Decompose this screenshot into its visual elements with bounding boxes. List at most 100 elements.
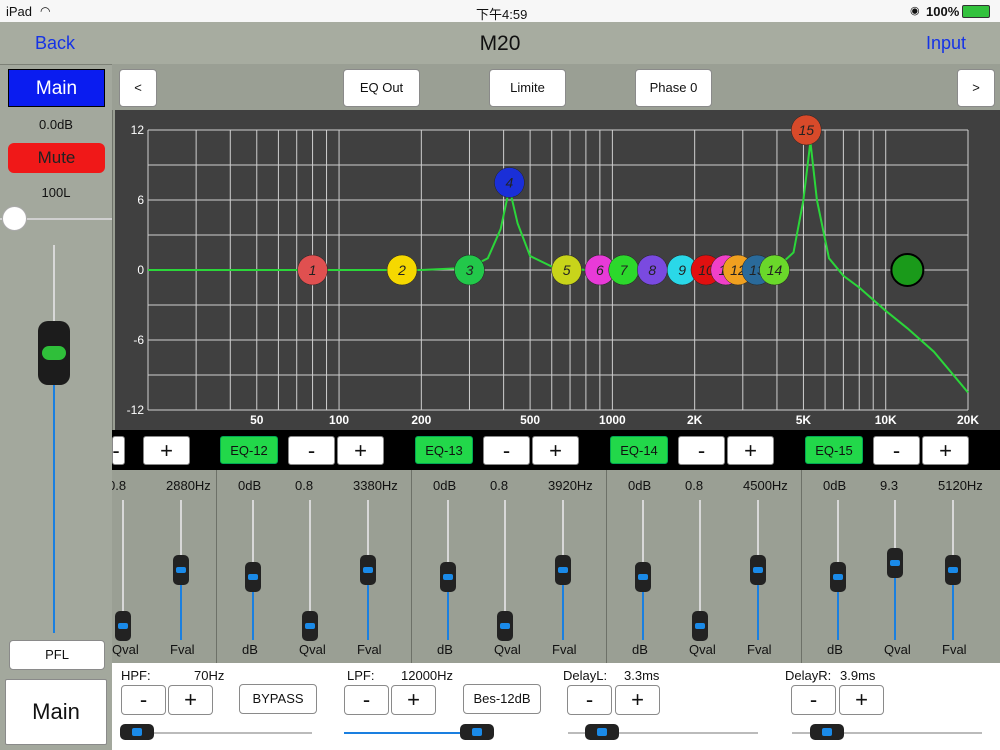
band-freq-slider-knob[interactable]: [750, 555, 766, 585]
band-q-value: 0.8: [295, 478, 313, 493]
x-tick-label: 20K: [957, 413, 979, 427]
x-tick-label: 500: [520, 413, 540, 427]
band-minus-button[interactable]: -: [288, 436, 335, 465]
eq-out-button[interactable]: EQ Out: [343, 69, 420, 107]
prev-button[interactable]: <: [119, 69, 157, 107]
limite-button[interactable]: Limite: [489, 69, 566, 107]
band-plus-button[interactable]: +: [727, 436, 774, 465]
eq-point-label: 6: [596, 262, 604, 278]
hpf-plus-button[interactable]: +: [168, 685, 213, 715]
delayr-slider-knob[interactable]: [810, 724, 844, 740]
band-freq-label: Fval: [552, 642, 577, 657]
delayl-minus-button[interactable]: -: [567, 685, 612, 715]
eq-band-button[interactable]: EQ-13: [415, 436, 473, 464]
eq-point-14[interactable]: 14: [760, 255, 790, 285]
clock: 下午4:59: [476, 4, 527, 23]
band-db-label: dB: [632, 642, 648, 657]
lpf-slider-knob[interactable]: [460, 724, 494, 740]
main-fader-track[interactable]: [53, 355, 55, 633]
band-q-value: 0.8: [112, 478, 126, 493]
band-minus-button[interactable]: -: [112, 436, 125, 465]
band-q-slider-knob[interactable]: [887, 548, 903, 578]
eq-point-2[interactable]: 2: [387, 255, 417, 285]
eq-point-8[interactable]: 8: [637, 255, 667, 285]
y-axis-labels: 1260-6-12: [127, 123, 145, 417]
x-tick-label: 10K: [875, 413, 897, 427]
band-q-value: 0.8: [490, 478, 508, 493]
band-db-slider-knob[interactable]: [635, 562, 651, 592]
band-db-slider-knob[interactable]: [440, 562, 456, 592]
band-db-label: dB: [827, 642, 843, 657]
eq-point-3[interactable]: 3: [454, 255, 484, 285]
band-freq-label: Fval: [747, 642, 772, 657]
band-plus-button[interactable]: +: [532, 436, 579, 465]
band-db-slider-knob[interactable]: [830, 562, 846, 592]
eq-point-7[interactable]: 7: [609, 255, 639, 285]
band-q-label: Qval: [299, 642, 326, 657]
main-big-button[interactable]: Main: [5, 679, 107, 745]
band-minus-button[interactable]: -: [873, 436, 920, 465]
bypass-button[interactable]: BYPASS: [239, 684, 317, 714]
band-freq-slider-knob[interactable]: [360, 555, 376, 585]
mute-button[interactable]: Mute: [8, 143, 105, 173]
band-freq-slider-knob[interactable]: [945, 555, 961, 585]
eq-point-label: 1: [309, 262, 317, 278]
pfl-button[interactable]: PFL: [9, 640, 105, 670]
main-fader-knob[interactable]: [38, 321, 70, 385]
orientation-lock-icon: ◉: [910, 4, 920, 17]
delayr-plus-button[interactable]: +: [839, 685, 884, 715]
delayl-slider-knob[interactable]: [585, 724, 619, 740]
main-tab[interactable]: Main: [8, 69, 105, 107]
lpf-point[interactable]: [891, 254, 923, 286]
bottom-controls: HPF: 70Hz - + BYPASS LPF: 12000Hz - + Be…: [112, 663, 1000, 750]
eq-point-15[interactable]: 15: [791, 115, 821, 145]
delayr-minus-button[interactable]: -: [791, 685, 836, 715]
band-freq-slider-knob[interactable]: [555, 555, 571, 585]
device-label: iPad: [6, 4, 32, 19]
delayr-label: DelayR:: [785, 668, 831, 683]
lpf-plus-button[interactable]: +: [391, 685, 436, 715]
band-minus-button[interactable]: -: [678, 436, 725, 465]
eq-band-button[interactable]: EQ-14: [610, 436, 668, 464]
band-q-slider-knob[interactable]: [302, 611, 318, 641]
band-freq-value: 3920Hz: [548, 478, 593, 493]
back-button[interactable]: Back: [35, 33, 75, 54]
lpf-minus-button[interactable]: -: [344, 685, 389, 715]
balance-slider-thumb[interactable]: [2, 206, 27, 231]
band-q-label: Qval: [112, 642, 139, 657]
band-q-slider-knob[interactable]: [115, 611, 131, 641]
eq-point-5[interactable]: 5: [552, 255, 582, 285]
phase-button[interactable]: Phase 0: [635, 69, 712, 107]
y-tick-label: -6: [133, 333, 144, 347]
x-tick-label: 200: [411, 413, 431, 427]
band-plus-button[interactable]: +: [143, 436, 190, 465]
band-freq-value: 2880Hz: [166, 478, 211, 493]
band-q-label: Qval: [494, 642, 521, 657]
band-plus-button[interactable]: +: [922, 436, 969, 465]
delayl-plus-button[interactable]: +: [615, 685, 660, 715]
band-freq-value: 5120Hz: [938, 478, 983, 493]
band-q-slider-knob[interactable]: [497, 611, 513, 641]
lpf-slider[interactable]: [344, 732, 474, 734]
band-plus-button[interactable]: +: [337, 436, 384, 465]
hpf-label: HPF:: [121, 668, 151, 683]
band-minus-button[interactable]: -: [483, 436, 530, 465]
bes-button[interactable]: Bes-12dB: [463, 684, 541, 714]
band-q-label: Qval: [689, 642, 716, 657]
balance-readout: 100L: [0, 185, 112, 200]
eq-point-label: 9: [678, 262, 686, 278]
eq-band-button[interactable]: EQ-15: [805, 436, 863, 464]
hpf-minus-button[interactable]: -: [121, 685, 166, 715]
eq-band-button[interactable]: EQ-12: [220, 436, 278, 464]
band-db-slider-knob[interactable]: [245, 562, 261, 592]
next-button[interactable]: >: [957, 69, 995, 107]
input-button[interactable]: Input: [926, 33, 966, 54]
hpf-slider-knob[interactable]: [120, 724, 154, 740]
band-panel: 0dB dB 0.8 Qval 3380Hz Fval: [216, 470, 412, 663]
band-freq-slider-knob[interactable]: [173, 555, 189, 585]
band-q-slider-knob[interactable]: [692, 611, 708, 641]
eq-point-1[interactable]: 1: [298, 255, 328, 285]
band-db-value: 0dB: [628, 478, 651, 493]
eq-point-4[interactable]: 4: [494, 168, 524, 198]
